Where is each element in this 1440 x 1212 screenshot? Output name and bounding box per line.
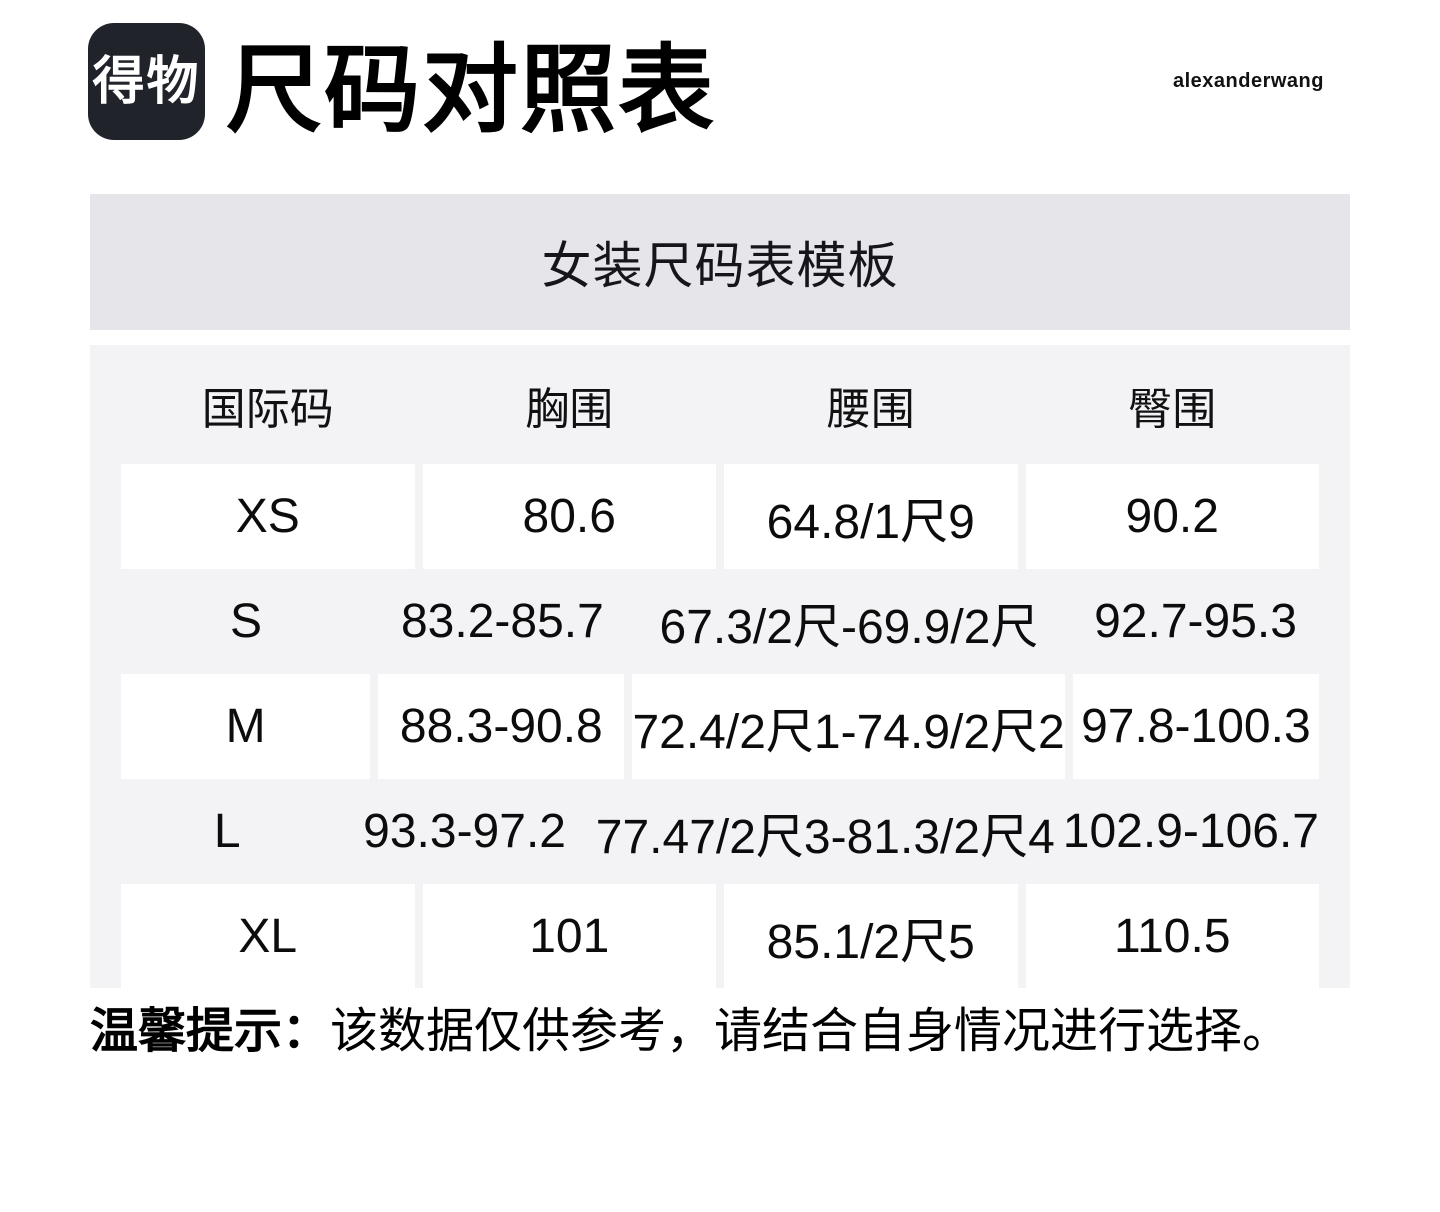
- footer-note: 温馨提示：该数据仅供参考，请结合自身情况进行选择。: [90, 1002, 1290, 1062]
- table-title-band: 女装尺码表模板: [90, 194, 1350, 330]
- cell-size: S: [229, 595, 262, 648]
- footer-note-text: 该数据仅供参考，请结合自身情况进行选择。: [330, 1005, 1291, 1058]
- cell-waist: 77.47/2尺3-81.3/2尺4: [595, 810, 1055, 864]
- cell-size: L: [213, 805, 241, 858]
- cell-size: XL: [121, 884, 415, 988]
- brand-logotype: alexanderwang: [1172, 70, 1324, 92]
- cell-hip: 97.8-100.3: [1072, 674, 1319, 779]
- cell-waist: 72.4/2尺1-74.9/2尺2: [632, 674, 1065, 779]
- footer-note-label: 温馨提示：: [90, 1005, 331, 1058]
- cell-bust: 88.3-90.8: [378, 674, 625, 779]
- table-row-s: S 83.2-85.7 67.3/2尺-69.9/2尺 92.7-95.3: [121, 569, 1319, 674]
- cell-waist: 64.8/1尺9: [724, 464, 1018, 569]
- table-row-m: M 88.3-90.8 72.4/2尺1-74.9/2尺2 97.8-100.3: [121, 674, 1319, 779]
- table-row-xl: XL 101 85.1/2尺5 110.5: [121, 884, 1319, 988]
- cell-hip: 102.9-106.7: [1062, 805, 1319, 858]
- column-header-intl-size: 国际码: [201, 384, 334, 434]
- table-title: 女装尺码表模板: [541, 238, 899, 294]
- cell-hip: 92.7-95.3: [1094, 595, 1297, 648]
- cell-bust: 101: [422, 884, 716, 988]
- column-header-waist: 腰围: [826, 384, 915, 434]
- table-header-row: 国际码 胸围 腰围 臀围: [121, 345, 1319, 464]
- cell-hip: 110.5: [1025, 884, 1319, 988]
- column-header-hip: 臀围: [1128, 384, 1217, 434]
- column-header-bust: 胸围: [525, 384, 614, 434]
- cell-waist: 67.3/2尺-69.9/2尺: [659, 600, 1039, 654]
- table-row-xs: XS 80.6 64.8/1尺9 90.2: [121, 464, 1319, 569]
- table-row-l: L 93.3-97.2 77.47/2尺3-81.3/2尺4 102.9-106…: [121, 779, 1319, 884]
- cell-bust: 80.6: [422, 464, 716, 569]
- page-title: 尺码对照表: [226, 37, 716, 144]
- dewu-logo-text: 得物: [92, 52, 201, 111]
- cell-hip: 90.2: [1025, 464, 1319, 569]
- cell-size: M: [121, 674, 371, 779]
- cell-waist: 85.1/2尺5: [724, 884, 1018, 988]
- cell-bust: 93.3-97.2: [363, 805, 566, 858]
- cell-bust: 83.2-85.7: [400, 595, 604, 648]
- cell-size: XS: [121, 464, 415, 569]
- dewu-logo: 得物: [88, 23, 205, 140]
- size-table: 国际码 胸围 腰围 臀围 XS 80.6 64.8/1尺9 90.2 S 83.…: [90, 345, 1350, 988]
